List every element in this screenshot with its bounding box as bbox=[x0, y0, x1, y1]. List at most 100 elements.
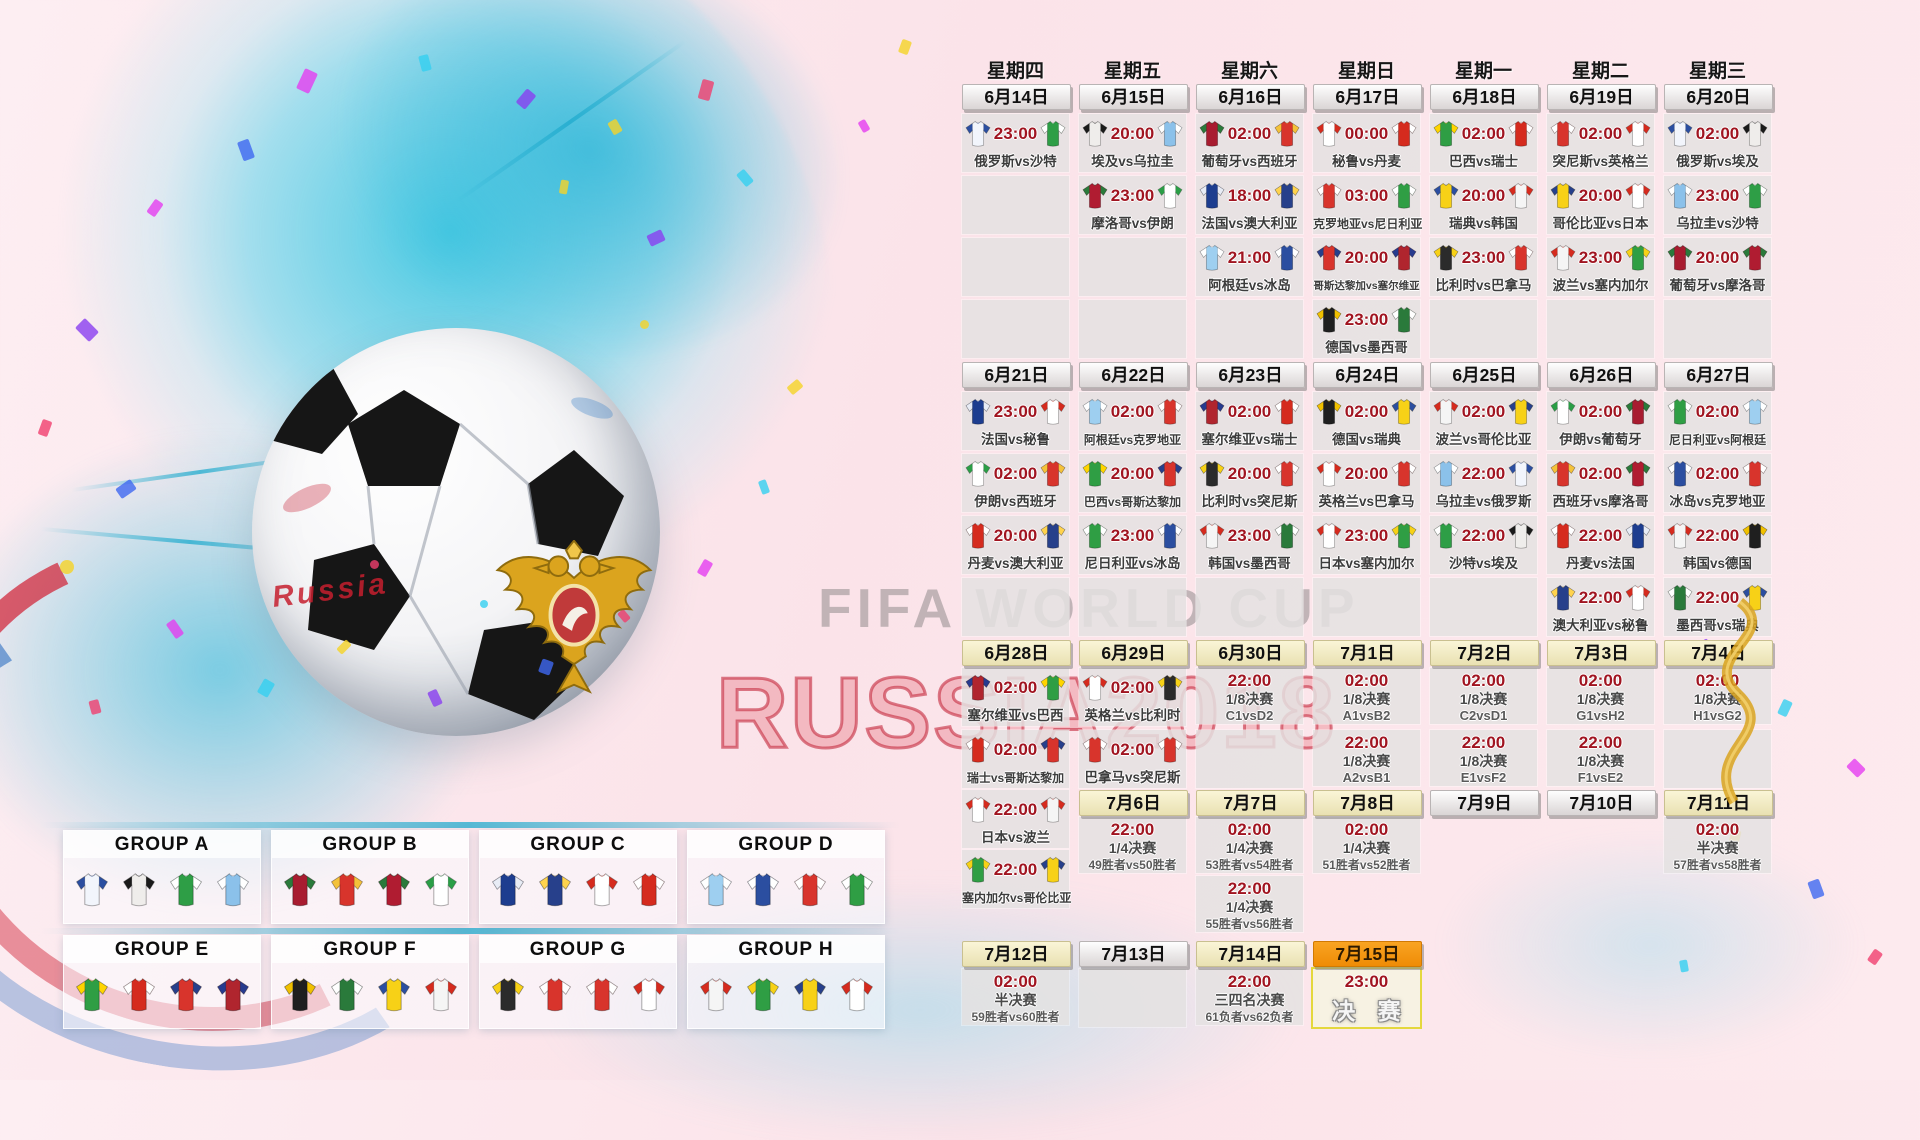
match-jerseys: 02:00 bbox=[962, 454, 1069, 494]
knockout-stage: 1/8决赛 bbox=[1342, 753, 1391, 769]
match-teams: 伊朗vs西班牙 bbox=[974, 494, 1057, 509]
knockout-stage: 1/8决赛 bbox=[1576, 691, 1625, 707]
date-button: 6月20日 bbox=[1664, 84, 1773, 110]
date-button: 6月26日 bbox=[1547, 362, 1656, 388]
match-cell: 23:00 韩国vs墨西哥 bbox=[1196, 516, 1303, 574]
match-time: 22:00 bbox=[1695, 526, 1740, 545]
match-jerseys: 02:00 bbox=[1430, 114, 1537, 154]
jersey-icon bbox=[1433, 244, 1459, 271]
knockout-stage: 1/4决赛 bbox=[1342, 840, 1391, 856]
match-time: 03:00 bbox=[1344, 186, 1389, 205]
match-time: 23:00 bbox=[1344, 310, 1389, 329]
match-cell: 22:00 韩国vs德国 bbox=[1664, 516, 1771, 574]
empty-cell bbox=[962, 176, 1069, 234]
match-cell: 23:00 摩洛哥vs伊朗 bbox=[1079, 176, 1186, 234]
match-cell: 02:00 塞尔维亚vs巴西 bbox=[962, 668, 1069, 726]
weekday-label: 星期一 bbox=[1454, 61, 1512, 82]
date-button: 6月30日 bbox=[1196, 640, 1305, 666]
match-time: 02:00 bbox=[1695, 402, 1740, 421]
date-button: 7月9日 bbox=[1430, 790, 1539, 816]
date-button: 6月17日 bbox=[1313, 84, 1422, 110]
match-cell: 20:00 葡萄牙vs摩洛哥 bbox=[1664, 238, 1771, 296]
weekday-label: 星期六 bbox=[1220, 61, 1278, 82]
match-time: 02:00 bbox=[1227, 402, 1272, 421]
confetti-piece bbox=[1846, 758, 1866, 778]
empty-cell bbox=[962, 300, 1069, 358]
empty-cell bbox=[962, 238, 1069, 296]
knockout-stage: 1/8决赛 bbox=[1225, 691, 1274, 707]
jersey-icon bbox=[1157, 182, 1183, 209]
knockout-pair: 49胜者vs50胜者 bbox=[1088, 858, 1177, 872]
match-time: 02:00 bbox=[1110, 402, 1155, 421]
match-jerseys: 02:00 bbox=[1664, 392, 1771, 432]
match-teams: 法国vs澳大利亚 bbox=[1201, 216, 1298, 231]
match-jerseys: 02:00 bbox=[1547, 454, 1654, 494]
confetti-piece bbox=[857, 118, 871, 134]
confetti-piece bbox=[640, 320, 649, 329]
date-button: 7月8日 bbox=[1313, 790, 1422, 816]
match-time: 23:00 bbox=[993, 402, 1038, 421]
jersey-icon bbox=[1625, 522, 1651, 549]
match-jerseys: 02:00 bbox=[1664, 454, 1771, 494]
confetti-piece bbox=[480, 600, 488, 608]
jersey-icon bbox=[1550, 460, 1576, 487]
match-time: 22:00 bbox=[1227, 879, 1272, 898]
match-jerseys: 23:00 bbox=[1313, 516, 1420, 556]
match-jerseys: 02:00 bbox=[1547, 114, 1654, 154]
jersey-icon bbox=[1625, 120, 1651, 147]
jersey-icon bbox=[1508, 244, 1534, 271]
match-time: 23:00 bbox=[993, 124, 1038, 143]
match-jerseys: 02:00 bbox=[1079, 668, 1186, 708]
match-time: 02:00 bbox=[1578, 124, 1623, 143]
knockout-pair: 51胜者vs52胜者 bbox=[1322, 858, 1411, 872]
match-cell: 20:00 哥伦比亚vs日本 bbox=[1547, 176, 1654, 234]
jersey-icon bbox=[122, 873, 155, 907]
match-teams: 韩国vs墨西哥 bbox=[1208, 556, 1291, 571]
confetti-piece bbox=[897, 38, 913, 56]
match-teams: 哥斯达黎加vs塞尔维亚 bbox=[1313, 280, 1420, 292]
match-time: 22:00 bbox=[993, 860, 1038, 879]
match-teams: 巴西vs哥斯达黎加 bbox=[1083, 495, 1182, 509]
match-time: 23:00 bbox=[1227, 526, 1272, 545]
jersey-icon bbox=[746, 873, 779, 907]
match-time: 22:00 bbox=[1461, 526, 1506, 545]
jersey-icon bbox=[491, 873, 524, 907]
match-cell: 02:00 塞尔维亚vs瑞士 bbox=[1196, 392, 1303, 450]
match-teams: 伊朗vs葡萄牙 bbox=[1559, 432, 1642, 447]
match-cell: 22:00 塞内加尔vs哥伦比亚 bbox=[962, 850, 1071, 908]
jersey-icon bbox=[1040, 796, 1066, 823]
match-time: 22:00 bbox=[1110, 820, 1155, 839]
jersey-icon bbox=[1316, 244, 1342, 271]
match-teams: 瑞士vs哥斯达黎加 bbox=[966, 771, 1065, 785]
match-teams: 西班牙vs摩洛哥 bbox=[1552, 494, 1649, 509]
jersey-icon bbox=[1433, 460, 1459, 487]
group-title: GROUP F bbox=[272, 936, 468, 963]
match-cell: 23:00 德国vs墨西哥 bbox=[1313, 300, 1420, 358]
match-jerseys: 22:00 bbox=[1547, 516, 1654, 556]
match-jerseys: 02:00 bbox=[1079, 392, 1186, 432]
knockout-cell: 02:00 1/4决赛 51胜者vs52胜者 bbox=[1313, 817, 1420, 873]
date-button: 6月24日 bbox=[1313, 362, 1422, 388]
match-cell: 20:00 瑞典vs韩国 bbox=[1430, 176, 1537, 234]
match-teams: 比利时vs突尼斯 bbox=[1201, 494, 1298, 509]
jersey-icon bbox=[1625, 244, 1651, 271]
jersey-icon bbox=[75, 978, 108, 1012]
match-jerseys: 22:00 bbox=[962, 790, 1069, 830]
match-jerseys: 02:00 bbox=[1313, 392, 1420, 432]
jersey-icon bbox=[330, 873, 363, 907]
jersey-icon bbox=[377, 978, 410, 1012]
match-jerseys: 03:00 bbox=[1313, 176, 1420, 216]
match-teams: 澳大利亚vs秘鲁 bbox=[1552, 618, 1649, 633]
match-time: 02:00 bbox=[1695, 820, 1740, 839]
knockout-stage: 1/8决赛 bbox=[1576, 753, 1625, 769]
group-jerseys bbox=[272, 858, 468, 922]
jersey-icon bbox=[1391, 522, 1417, 549]
jersey-icon bbox=[1199, 460, 1225, 487]
match-teams: 韩国vs德国 bbox=[1682, 556, 1753, 571]
knockout-pair: 61负者vs62负者 bbox=[1205, 1010, 1294, 1024]
jersey-icon bbox=[1316, 398, 1342, 425]
match-cell: 02:00 瑞士vs哥斯达黎加 bbox=[962, 730, 1069, 788]
group-box: GROUP C bbox=[479, 830, 677, 924]
match-jerseys: 23:00 bbox=[1313, 300, 1420, 340]
jersey-icon bbox=[1433, 398, 1459, 425]
